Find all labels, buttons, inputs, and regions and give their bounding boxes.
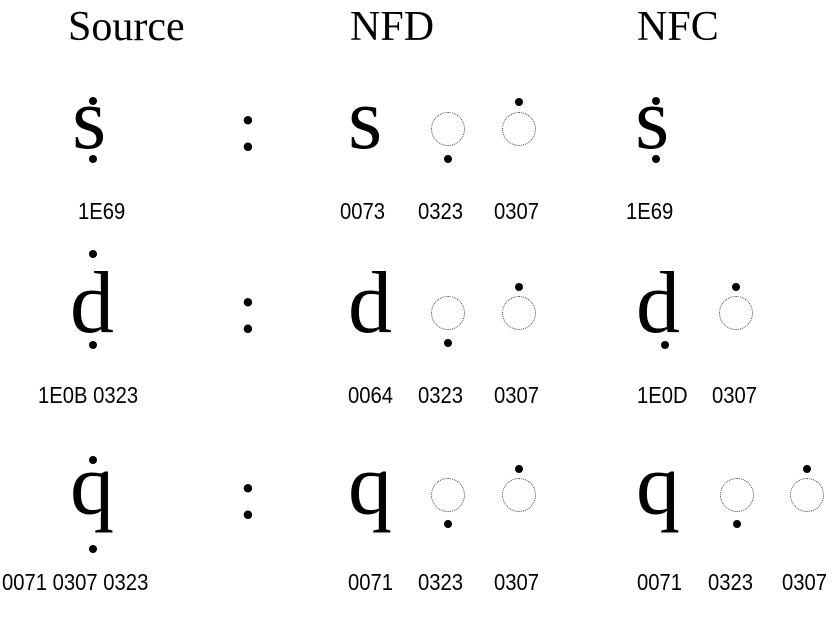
nfc-glyph-s: s bbox=[635, 71, 670, 168]
dotted-circle-placeholder bbox=[431, 478, 465, 512]
dot-above-mark bbox=[803, 465, 811, 473]
source-codepoints: 1E69 bbox=[78, 198, 126, 224]
dot-below-mark bbox=[89, 155, 97, 163]
header-nfd: NFD bbox=[350, 4, 435, 50]
nfd-codepoint: 0073 bbox=[340, 198, 386, 224]
nfd-glyph-d: d bbox=[348, 255, 392, 352]
dot-below-mark bbox=[444, 520, 452, 528]
nfc-codepoint: 0307 bbox=[712, 382, 758, 408]
separator-colon: : bbox=[238, 268, 259, 348]
dotted-circle-placeholder bbox=[502, 112, 536, 146]
separator-colon: : bbox=[238, 86, 259, 166]
dot-above-mark bbox=[515, 98, 523, 106]
nfc-codepoint: 0071 bbox=[637, 569, 683, 595]
nfd-codepoint: 0307 bbox=[494, 382, 540, 408]
dotted-circle-placeholder bbox=[790, 478, 824, 512]
dotted-circle-placeholder bbox=[502, 296, 536, 330]
header-nfc: NFC bbox=[637, 4, 719, 50]
nfd-codepoint: 0064 bbox=[348, 382, 394, 408]
nfd-codepoint: 0307 bbox=[494, 198, 540, 224]
dot-below-mark bbox=[444, 339, 452, 347]
separator-colon: : bbox=[238, 454, 259, 534]
dot-below-mark bbox=[652, 155, 660, 163]
header-source: Source bbox=[68, 4, 185, 50]
nfd-codepoint: 0323 bbox=[418, 382, 464, 408]
dotted-circle-placeholder bbox=[431, 112, 465, 146]
dot-below-mark bbox=[444, 155, 452, 163]
dot-below-mark bbox=[89, 341, 97, 349]
nfd-codepoint: 0323 bbox=[418, 569, 464, 595]
nfc-codepoint: 1E0D bbox=[637, 382, 688, 408]
dotted-circle-placeholder bbox=[502, 478, 536, 512]
dot-above-mark bbox=[89, 97, 97, 105]
dot-above-mark bbox=[89, 456, 97, 464]
source-glyph-s: s bbox=[72, 71, 107, 168]
dot-above-mark bbox=[732, 283, 740, 291]
dot-above-mark bbox=[652, 97, 660, 105]
dotted-circle-placeholder bbox=[431, 296, 465, 330]
nfc-glyph-q: q bbox=[636, 437, 680, 534]
dotted-circle-placeholder bbox=[719, 296, 753, 330]
dot-above-mark bbox=[89, 250, 97, 258]
dot-below-mark bbox=[733, 520, 741, 528]
nfd-codepoint: 0307 bbox=[494, 569, 540, 595]
nfd-codepoint: 0323 bbox=[418, 198, 464, 224]
nfc-codepoint: 0307 bbox=[782, 569, 828, 595]
dot-above-mark bbox=[515, 283, 523, 291]
source-codepoints: 1E0B 0323 bbox=[38, 382, 139, 408]
nfd-glyph-q: q bbox=[348, 437, 392, 534]
dot-below-mark bbox=[661, 341, 669, 349]
nfd-glyph-s: s bbox=[348, 71, 383, 168]
source-codepoints: 0071 0307 0323 bbox=[2, 569, 149, 595]
nfc-glyph-d: d bbox=[636, 255, 680, 352]
nfd-codepoint: 0071 bbox=[348, 569, 394, 595]
nfc-codepoint: 0323 bbox=[708, 569, 754, 595]
dot-above-mark bbox=[515, 465, 523, 473]
dotted-circle-placeholder bbox=[720, 478, 754, 512]
nfc-codepoint: 1E69 bbox=[626, 198, 674, 224]
dot-below-mark bbox=[89, 545, 97, 553]
source-glyph-d: d bbox=[70, 255, 114, 352]
